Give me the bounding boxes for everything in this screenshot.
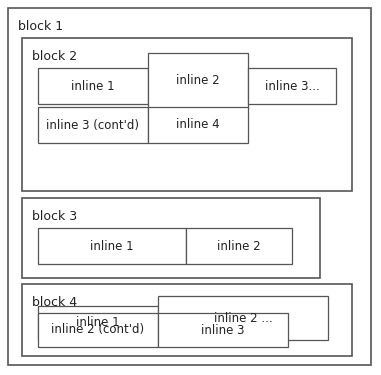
Bar	[158, 296, 328, 340]
Bar	[22, 198, 320, 278]
Text: inline 4: inline 4	[176, 118, 220, 132]
Bar	[38, 306, 158, 340]
Bar	[186, 228, 292, 264]
Bar	[38, 68, 148, 104]
Text: block 3: block 3	[32, 210, 77, 223]
Text: inline 2: inline 2	[217, 240, 261, 252]
Text: block 2: block 2	[32, 50, 77, 63]
Bar	[148, 53, 248, 109]
Text: inline 3: inline 3	[201, 324, 245, 336]
Text: inline 3 (cont'd): inline 3 (cont'd)	[46, 118, 139, 132]
Bar	[148, 107, 248, 143]
Text: block 1: block 1	[18, 20, 63, 33]
Bar	[38, 228, 186, 264]
Text: inline 2: inline 2	[176, 75, 220, 87]
Bar	[158, 313, 288, 347]
Bar	[248, 68, 336, 104]
Text: inline 1: inline 1	[90, 240, 134, 252]
Bar	[38, 107, 148, 143]
Bar	[22, 284, 352, 356]
Text: inline 3...: inline 3...	[265, 80, 319, 93]
Bar	[38, 313, 158, 347]
Text: inline 1: inline 1	[71, 80, 115, 93]
Text: block 4: block 4	[32, 296, 77, 309]
Text: inline 2 (cont'd): inline 2 (cont'd)	[51, 324, 144, 336]
Text: inline 1: inline 1	[76, 316, 120, 330]
Bar	[22, 38, 352, 191]
Text: inline 2 ...: inline 2 ...	[214, 312, 272, 324]
